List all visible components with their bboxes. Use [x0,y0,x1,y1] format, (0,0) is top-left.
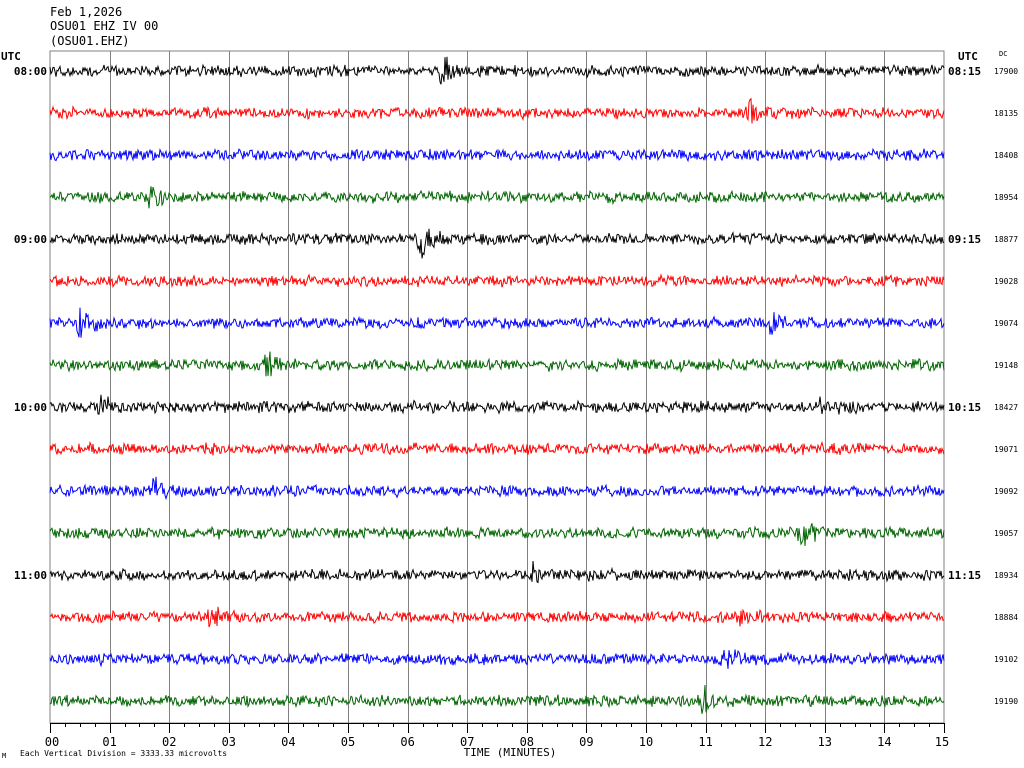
seismic-trace [49,606,945,628]
seismic-trace [49,307,945,338]
x-tick-label: 10 [639,735,653,749]
channel-code: (OSU01.EHZ) [50,34,130,48]
seismic-trace [49,649,945,669]
trace-layer [49,56,945,714]
row-end-time-label: 10:15 [948,401,981,414]
x-tick-label: 04 [281,735,295,749]
x-tick-label: 00 [45,735,59,749]
right-timezone-label: UTC [958,50,978,63]
x-axis-title: TIME (MINUTES) [464,746,557,759]
dc-value-label: 18135 [994,109,1018,118]
corner-mark: M [2,752,7,760]
row-start-time-label: 10:00 [14,401,47,414]
station-name: OSU01 EHZ IV 00 [50,19,159,33]
dc-value-label: 19190 [994,697,1018,706]
seismic-trace [49,523,945,547]
left-timezone-label: UTC [1,50,21,63]
dc-value-label: 19074 [994,319,1018,328]
row-end-time-label: 11:15 [948,569,981,582]
x-tick-label: 06 [400,735,414,749]
row-start-time-label: 08:00 [14,65,47,78]
dc-value-label: 19102 [994,655,1018,664]
row-end-time-label: 08:15 [948,65,981,78]
x-axis: 00 01 02 03 04 05 06 07 08 09 10 11 12 13 14 15 TIME (MI… [45,723,949,759]
x-tick-label: 13 [818,735,832,749]
dc-value-label: 19028 [994,277,1018,286]
seismic-trace [49,351,945,377]
dc-value-label: 19071 [994,445,1018,454]
row-start-time-label: 09:00 [14,233,47,246]
x-tick-label: 09 [579,735,593,749]
label-layer: 08:00 08:15 17900 18135 18408 18954 09:00 09:15… [14,65,1018,706]
seismic-trace [49,394,945,416]
seismic-trace [49,186,945,209]
x-tick-label: 08 [520,735,534,749]
dc-value-label: 18408 [994,151,1018,160]
seismic-trace [49,273,945,289]
row-end-time-label: 09:15 [948,233,981,246]
chart-date: Feb 1,2026 [50,5,123,19]
dc-value-label: 19148 [994,361,1018,370]
seismic-trace [49,56,945,85]
row-start-time-label: 11:00 [14,569,47,582]
seismic-trace [49,97,945,124]
x-tick-label: 15 [935,735,949,749]
dc-value-label: 18427 [994,403,1018,412]
x-tick-label: 12 [758,735,772,749]
dc-value-label: 18884 [994,613,1018,622]
x-tick-label: 02 [162,735,176,749]
seismic-trace [49,560,945,584]
dc-value-label: 19092 [994,487,1018,496]
x-tick-label: 07 [460,735,474,749]
seismic-trace [49,147,945,163]
x-tick-label: 14 [877,735,891,749]
x-tick-label: 01 [102,735,116,749]
dc-value-label: 18934 [994,571,1018,580]
x-tick-label: 03 [222,735,236,749]
scale-note: Each Vertical Division = 3333.33 microvo… [20,749,228,758]
x-tick-label: 11 [698,735,712,749]
x-tick-label: 05 [341,735,355,749]
dc-value-label: 18877 [994,235,1018,244]
seismic-trace [49,476,945,501]
dc-value-label: 19057 [994,529,1018,538]
dc-value-label: 18954 [994,193,1018,202]
dc-column-label: DC [999,50,1008,58]
dc-value-label: 17900 [994,67,1018,76]
seismic-trace [49,440,945,456]
seismic-trace [49,228,945,259]
seismic-trace [49,684,945,714]
